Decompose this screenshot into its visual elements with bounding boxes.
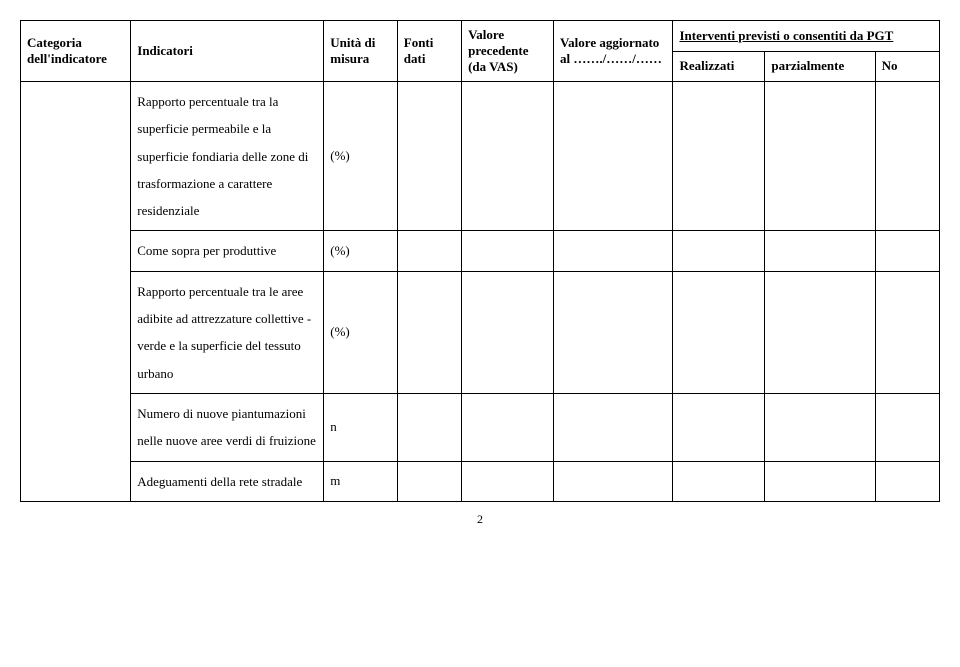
cell-indicatore: Rapporto percentuale tra le aree adibite… (131, 271, 324, 393)
cell-no (875, 271, 939, 393)
cell-agg (553, 271, 672, 393)
cell-unita: (%) (324, 82, 398, 231)
cell-parzialmente (765, 271, 875, 393)
cell-realizzati (673, 393, 765, 461)
cell-fonti (397, 461, 461, 501)
table-row: Come sopra per produttive (%) (21, 231, 940, 271)
cell-parzialmente (765, 82, 875, 231)
cell-indicatore: Rapporto percentuale tra la superficie p… (131, 82, 324, 231)
header-valore-precedente: Valore precedente (da VAS) (462, 21, 554, 82)
header-indicatori: Indicatori (131, 21, 324, 82)
header-unita: Unità di misura (324, 21, 398, 82)
cell-agg (553, 393, 672, 461)
header-categoria: Categoria dell'indicatore (21, 21, 131, 82)
cell-parzialmente (765, 231, 875, 271)
header-valore-aggiornato: Valore aggiornato al ……./……/…… (553, 21, 672, 82)
header-interventi-group: Interventi previsti o consentiti da PGT (673, 21, 940, 52)
cell-categoria (21, 82, 131, 502)
cell-fonti (397, 271, 461, 393)
indicators-table: Categoria dell'indicatore Indicatori Uni… (20, 20, 940, 502)
cell-no (875, 461, 939, 501)
table-row: Rapporto percentuale tra le aree adibite… (21, 271, 940, 393)
cell-fonti (397, 82, 461, 231)
cell-indicatore: Come sopra per produttive (131, 231, 324, 271)
table-row: Adeguamenti della rete stradale m (21, 461, 940, 501)
cell-parzialmente (765, 393, 875, 461)
cell-prev (462, 231, 554, 271)
cell-unita: m (324, 461, 398, 501)
page-number: 2 (20, 512, 940, 527)
cell-unita: (%) (324, 231, 398, 271)
cell-no (875, 393, 939, 461)
header-realizzati: Realizzati (673, 51, 765, 82)
cell-fonti (397, 393, 461, 461)
header-parzialmente: parzialmente (765, 51, 875, 82)
cell-indicatore: Numero di nuove piantumazioni nelle nuov… (131, 393, 324, 461)
table-row: Numero di nuove piantumazioni nelle nuov… (21, 393, 940, 461)
cell-prev (462, 82, 554, 231)
cell-no (875, 231, 939, 271)
cell-realizzati (673, 461, 765, 501)
cell-agg (553, 461, 672, 501)
cell-agg (553, 82, 672, 231)
table-row: Rapporto percentuale tra la superficie p… (21, 82, 940, 231)
cell-agg (553, 231, 672, 271)
header-no: No (875, 51, 939, 82)
cell-fonti (397, 231, 461, 271)
cell-realizzati (673, 271, 765, 393)
cell-realizzati (673, 82, 765, 231)
cell-prev (462, 271, 554, 393)
cell-prev (462, 461, 554, 501)
cell-parzialmente (765, 461, 875, 501)
cell-unita: n (324, 393, 398, 461)
cell-prev (462, 393, 554, 461)
cell-indicatore: Adeguamenti della rete stradale (131, 461, 324, 501)
cell-unita: (%) (324, 271, 398, 393)
header-fonti: Fonti dati (397, 21, 461, 82)
cell-no (875, 82, 939, 231)
cell-realizzati (673, 231, 765, 271)
